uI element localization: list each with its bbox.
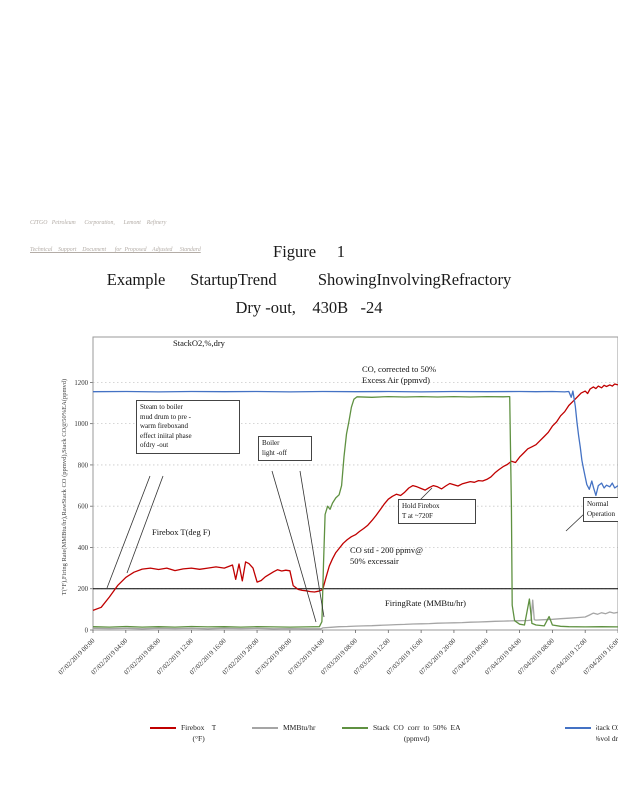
y-tick-label: 1000 [74, 421, 88, 428]
figure-title-block: Figure 1 Example StartupTrend ShowingInv… [0, 238, 618, 322]
document-header-line1: CITGO Petroleum Corporation, Lemont Refi… [30, 220, 167, 226]
figure-number: Figure 1 [273, 242, 345, 261]
legend-label: Firebox T [181, 723, 217, 732]
mmbtu-legend-swatch [252, 727, 278, 729]
legend-item-stack-co: Stack CO corr to 50% EA (ppmvd) [342, 722, 460, 744]
document-header: CITGO Petroleum Corporation, Lemont Refi… [30, 201, 201, 264]
legend-item-firebox-t: Firebox T (°F) [150, 722, 216, 744]
legend-item-stack-o2: Stack O2, %vol dry [565, 722, 618, 744]
y-tick-label: 400 [78, 545, 89, 552]
legend-label: Stack CO corr to 50% EA [373, 723, 461, 732]
stack-co-legend-swatch [342, 727, 368, 729]
boiler-lightoff-note: Boiler light -off [258, 436, 312, 461]
series-firebox-t [92, 383, 618, 612]
callout-line [565, 513, 585, 532]
y-tick-label: 0 [85, 627, 89, 634]
figure-title-line3: Dry -out, 430B -24 [235, 298, 383, 317]
legend-sublabel: (°F) [192, 734, 205, 743]
y-tick-label: 200 [78, 586, 89, 593]
stack-o2-series-label: StackO2,%,dry [173, 338, 225, 348]
legend-sublabel: (ppmvd) [403, 734, 430, 743]
stack-o2-legend-swatch [565, 727, 591, 729]
chart-legend: Firebox T (°F) MMBtu/hr Stack CO corr to… [0, 718, 618, 758]
figure-title-line2: Example StartupTrend ShowingInvolvingRef… [106, 270, 512, 289]
firebox-t-legend-swatch [150, 727, 176, 729]
normal-operation-note: Normal Operation [583, 497, 618, 522]
co-std-ref-label: CO std - 200 ppmv@ 50% excessair [350, 545, 423, 566]
steam-preheat-note: Steam to boiler mud drum to pre - warm f… [136, 400, 240, 454]
plot-frame [92, 336, 618, 631]
firebox-series-label: Firebox T(deg F) [152, 527, 211, 537]
co-corrected-series-label: CO, corrected to 50% Excess Air (ppmvd) [362, 364, 437, 385]
y-axis-title: T(°F),Firing Rate(MMBtu/hr),RawStack CO … [61, 378, 68, 596]
legend-sublabel: %vol dry [596, 734, 618, 743]
callout-line [271, 470, 317, 623]
series-stack-o2 [92, 390, 618, 497]
legend-label: MMBtu/hr [283, 723, 316, 732]
callout-line [106, 475, 151, 589]
series-firing-rate [92, 599, 618, 630]
callout-line [126, 475, 164, 574]
document-header-line2: Technical Support Document for Proposed … [30, 247, 201, 253]
legend-item-mmbtu: MMBtu/hr [252, 722, 316, 733]
y-tick-label: 600 [78, 504, 89, 511]
series-stack-co [92, 395, 618, 628]
firing-rate-series-label: FiringRate (MMBtu/hr) [385, 598, 466, 608]
callout-line [299, 470, 325, 618]
legend-label: Stack O2, [596, 723, 618, 732]
y-tick-label: 800 [78, 462, 89, 469]
y-tick-label: 1200 [74, 380, 88, 387]
hold-firebox-note: Hold Firebox T at ~720F [398, 499, 476, 524]
callout-line [419, 487, 433, 501]
